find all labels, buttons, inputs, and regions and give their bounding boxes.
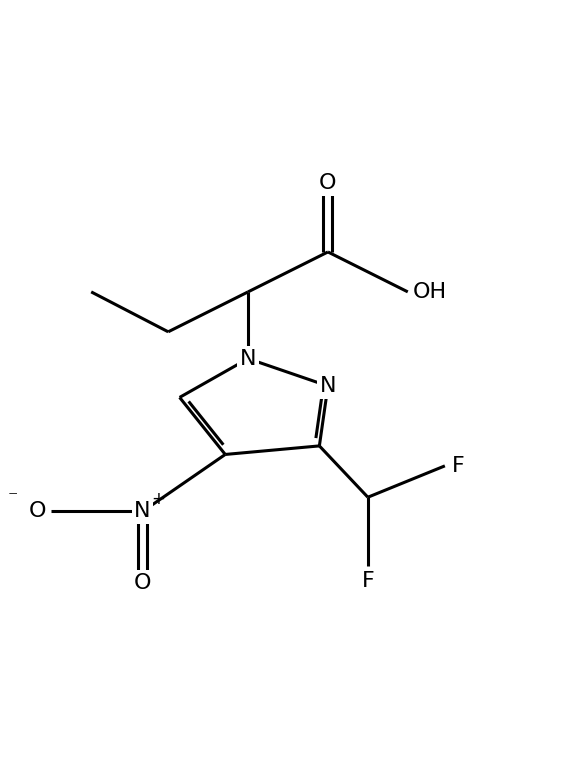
Text: N: N: [320, 376, 336, 396]
Text: F: F: [452, 455, 464, 476]
Text: N: N: [240, 349, 256, 368]
Text: F: F: [362, 571, 374, 591]
Text: +: +: [151, 490, 165, 508]
Text: O: O: [319, 174, 337, 194]
Text: O: O: [134, 573, 151, 593]
Text: OH: OH: [412, 282, 446, 302]
Text: ⁻: ⁻: [7, 489, 18, 507]
Text: N: N: [134, 502, 151, 522]
Text: O: O: [29, 502, 47, 522]
